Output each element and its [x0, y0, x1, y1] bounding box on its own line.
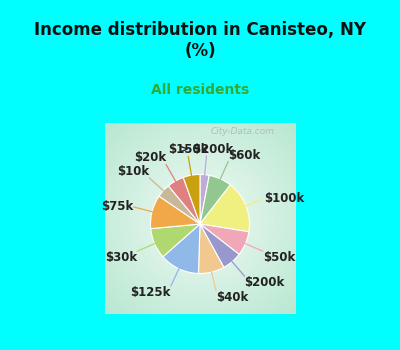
Wedge shape: [151, 224, 200, 257]
Text: All residents: All residents: [151, 83, 249, 97]
Text: $100k: $100k: [264, 192, 304, 205]
Text: City-Data.com: City-Data.com: [211, 127, 275, 135]
Text: $20k: $20k: [134, 152, 166, 164]
Wedge shape: [168, 177, 200, 224]
Text: $60k: $60k: [228, 148, 260, 162]
Text: $125k: $125k: [130, 286, 171, 299]
Text: $50k: $50k: [263, 251, 295, 264]
Wedge shape: [200, 224, 239, 267]
Text: $10k: $10k: [117, 165, 149, 178]
Wedge shape: [200, 175, 209, 224]
Text: > $200k: > $200k: [179, 143, 234, 156]
Wedge shape: [159, 186, 200, 224]
Text: $150k: $150k: [168, 144, 208, 156]
Text: $40k: $40k: [216, 290, 248, 304]
Text: $75k: $75k: [101, 201, 134, 214]
Wedge shape: [198, 224, 224, 273]
Wedge shape: [200, 185, 250, 232]
Wedge shape: [200, 175, 230, 224]
Wedge shape: [163, 224, 200, 273]
Wedge shape: [150, 196, 200, 229]
Text: $200k: $200k: [244, 276, 285, 289]
Wedge shape: [183, 175, 200, 224]
Text: $30k: $30k: [105, 251, 137, 264]
Wedge shape: [200, 224, 249, 254]
Text: Income distribution in Canisteo, NY
(%): Income distribution in Canisteo, NY (%): [34, 21, 366, 60]
